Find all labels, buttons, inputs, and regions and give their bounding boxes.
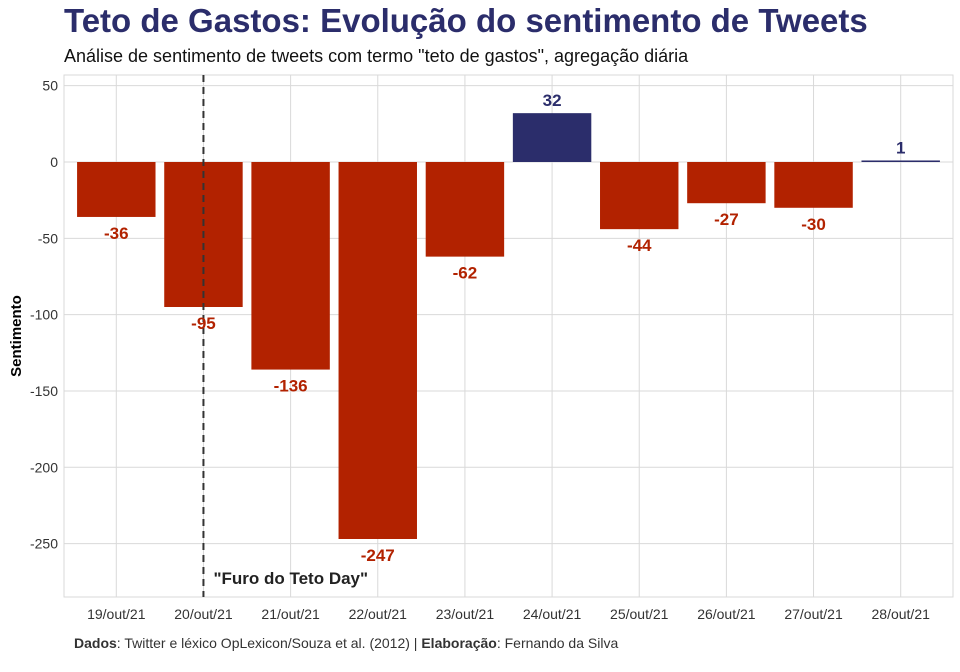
y-tick-label: -150 (30, 383, 58, 399)
bar (687, 162, 766, 204)
caption-author-text: : Fernando da Silva (496, 635, 619, 651)
chart-title: Teto de Gastos: Evolução do sentimento d… (64, 2, 868, 39)
bar (77, 162, 156, 217)
data-label: -247 (361, 546, 395, 565)
x-tick-label: 20/out/21 (174, 606, 233, 622)
data-labels: -36 -95 -136 -247 -62 32 -44 -27 -30 1 (104, 91, 905, 565)
data-label: 1 (896, 138, 905, 157)
bar (512, 113, 592, 162)
bar (425, 162, 505, 257)
x-tick-label: 22/out/21 (349, 606, 408, 622)
x-tick-label: 19/out/21 (87, 606, 146, 622)
data-label: -136 (274, 377, 308, 396)
bar (600, 162, 679, 230)
y-tick-label: -50 (38, 230, 58, 246)
grid-lines (63, 74, 954, 598)
bar (861, 160, 940, 162)
annotation: "Furo do Teto Day" (202, 75, 368, 597)
caption-author-label: Elaboração (421, 635, 497, 651)
y-tick-label: 50 (42, 78, 58, 94)
x-tick-label: 26/out/21 (697, 606, 756, 622)
x-tick-label: 27/out/21 (784, 606, 843, 622)
data-label: 32 (543, 91, 562, 110)
y-axis-title: Sentimento (8, 295, 25, 377)
axes: 50 0 -50 -100 -150 -200 -250 19/out/21 20/out/21… (8, 78, 930, 622)
data-label: -44 (627, 236, 652, 255)
x-tick-label: 24/out/21 (523, 606, 582, 622)
bar (338, 162, 417, 539)
x-tick-label: 21/out/21 (261, 606, 320, 622)
y-tick-label: -200 (30, 459, 58, 475)
plot-panel (63, 74, 954, 598)
y-tick-label: -100 (30, 307, 58, 323)
data-label: -62 (453, 264, 478, 283)
data-label: -95 (191, 314, 216, 333)
caption-data-label: Dados (74, 635, 117, 651)
bar (251, 162, 330, 370)
x-tick-label: 23/out/21 (436, 606, 495, 622)
caption-data-text: : Twitter e léxico OpLexicon/Souza et al… (116, 635, 422, 651)
data-label: -27 (714, 210, 739, 229)
y-tick-label: 0 (50, 154, 58, 170)
y-tick-label: -250 (30, 536, 58, 552)
chart-caption: Dados: Twitter e léxico OpLexicon/Souza … (74, 635, 618, 651)
annotation-label: "Furo do Teto Day" (213, 569, 368, 588)
x-tick-label: 25/out/21 (610, 606, 669, 622)
bar (774, 162, 853, 208)
x-tick-label: 28/out/21 (872, 606, 931, 622)
data-label: -36 (104, 224, 129, 243)
data-label: -30 (801, 215, 826, 234)
chart-subtitle: Análise de sentimento de tweets com term… (64, 46, 689, 66)
